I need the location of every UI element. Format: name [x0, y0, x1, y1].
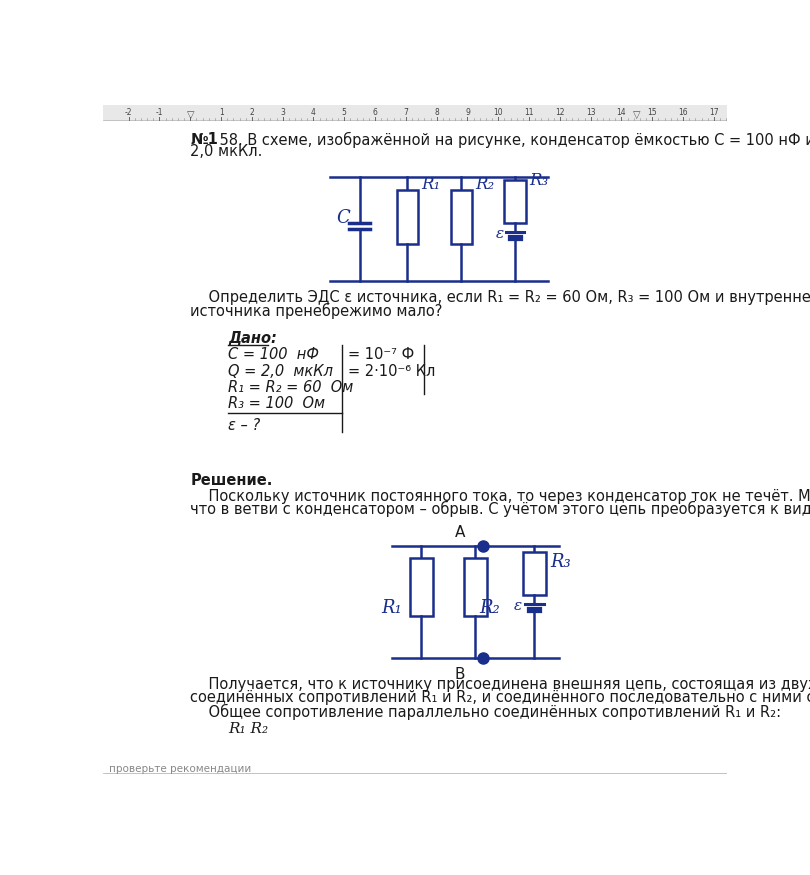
Text: 14: 14 — [616, 108, 626, 117]
Text: ε: ε — [496, 228, 504, 242]
Bar — [450, 191, 472, 244]
Text: Поскольку источник постоянного тока, то через конденсатор ток не течёт. Можно сч: Поскольку источник постоянного тока, то … — [190, 488, 810, 504]
Bar — [104, 105, 727, 121]
Text: R₁ = R₂ = 60  Ом: R₁ = R₂ = 60 Ом — [228, 380, 353, 395]
Text: 58. В схеме, изображённой на рисунке, конденсатор ёмкостью С = 100 нФ имеет заря: 58. В схеме, изображённой на рисунке, ко… — [201, 131, 810, 148]
Text: 10: 10 — [493, 108, 503, 117]
Text: 13: 13 — [586, 108, 595, 117]
Text: ▽: ▽ — [633, 110, 641, 120]
Text: R₂: R₂ — [479, 598, 500, 617]
Text: = 10⁻⁷ Ф: = 10⁻⁷ Ф — [348, 347, 415, 362]
Text: источника пренебрежимо мало?: источника пренебрежимо мало? — [190, 303, 442, 318]
Text: 15: 15 — [647, 108, 657, 117]
Bar — [463, 557, 487, 615]
Text: = 2·10⁻⁶ Кл: = 2·10⁻⁶ Кл — [348, 364, 436, 379]
Text: ε – ?: ε – ? — [228, 417, 260, 432]
Text: Общее сопротивление параллельно соединённых сопротивлений R₁ и R₂:: Общее сопротивление параллельно соединён… — [190, 704, 782, 720]
Text: 2,0 мкКл.: 2,0 мкКл. — [190, 144, 262, 159]
Text: -1: -1 — [156, 108, 164, 117]
Text: 17: 17 — [709, 108, 718, 117]
Text: соединённых сопротивлений R₁ и R₂, и соединённого последовательно с ними сопроти: соединённых сопротивлений R₁ и R₂, и сое… — [190, 690, 810, 705]
Text: 5: 5 — [342, 108, 347, 117]
Bar — [410, 557, 433, 615]
Text: Определить ЭДС ε источника, если R₁ = R₂ = 60 Ом, R₃ = 100 Ом и внутреннее сопро: Определить ЭДС ε источника, если R₁ = R₂… — [190, 290, 810, 305]
Text: R₁ R₂: R₁ R₂ — [228, 722, 268, 736]
Text: 12: 12 — [555, 108, 565, 117]
Text: Получается, что к источнику присоединена внешняя цепь, состоящая из двух паралле: Получается, что к источнику присоединена… — [190, 677, 810, 692]
Text: 9: 9 — [465, 108, 470, 117]
Text: что в ветви с конденсатором – обрыв. С учётом этого цепь преобразуется к виду:: что в ветви с конденсатором – обрыв. С у… — [190, 501, 810, 517]
Bar — [397, 191, 418, 244]
Text: 11: 11 — [524, 108, 534, 117]
Text: C = 100  нФ: C = 100 нФ — [228, 347, 319, 362]
Text: Дано:: Дано: — [228, 331, 277, 346]
Text: 8: 8 — [434, 108, 439, 117]
Text: R₃: R₃ — [529, 172, 548, 189]
Text: 1: 1 — [219, 108, 224, 117]
Text: R₃ = 100  Ом: R₃ = 100 Ом — [228, 396, 325, 411]
Text: А: А — [455, 525, 466, 540]
Text: 6: 6 — [373, 108, 377, 117]
Text: 16: 16 — [678, 108, 688, 117]
Text: 7: 7 — [403, 108, 408, 117]
Text: В: В — [455, 668, 466, 682]
Text: -2: -2 — [125, 108, 133, 117]
Text: ▽: ▽ — [186, 110, 194, 120]
Text: C: C — [336, 209, 350, 227]
Text: R₂: R₂ — [475, 176, 494, 192]
Text: R₁: R₁ — [421, 176, 441, 192]
Text: Q = 2,0  мкКл: Q = 2,0 мкКл — [228, 364, 333, 379]
Bar — [523, 552, 546, 595]
Text: проверьте рекомендации: проверьте рекомендации — [109, 764, 252, 774]
Text: R₁: R₁ — [382, 598, 402, 617]
Text: Решение.: Решение. — [190, 473, 273, 488]
Text: №1: №1 — [190, 132, 218, 147]
Text: 3: 3 — [280, 108, 285, 117]
Bar — [505, 180, 526, 223]
Text: R₃: R₃ — [550, 553, 570, 570]
Text: 2: 2 — [249, 108, 254, 117]
Text: 4: 4 — [311, 108, 316, 117]
Text: ε: ε — [514, 599, 522, 613]
